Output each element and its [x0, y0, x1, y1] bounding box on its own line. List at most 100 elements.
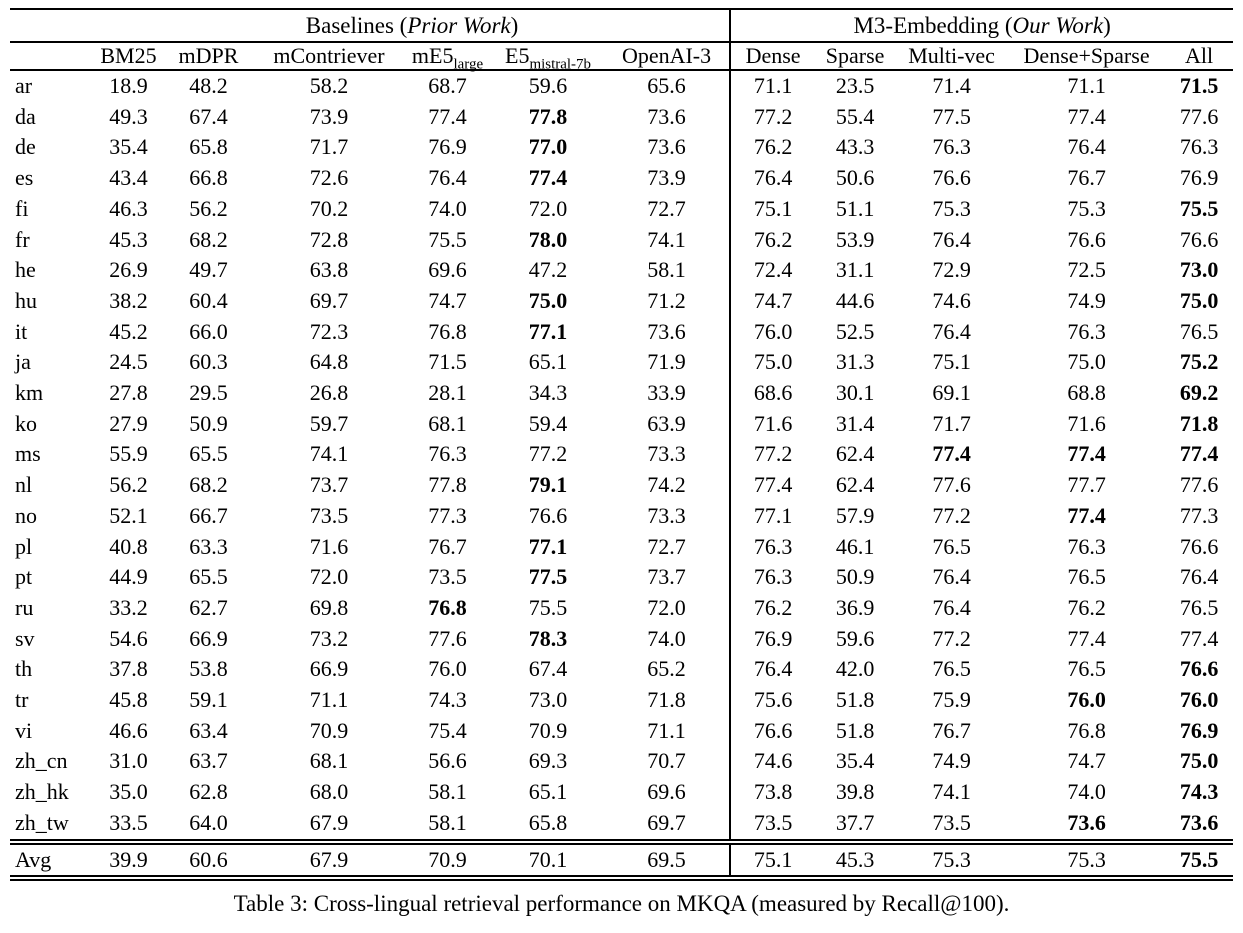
value-cell: 73.2 — [309, 625, 349, 651]
row-label: ru — [15, 594, 34, 620]
value-cell: 77.1 — [729, 500, 816, 532]
table-row: fr 45.3 68.2 72.8 75.5 78.0 74.1 76.2 53.9 76.4 76… — [10, 224, 1233, 256]
value-cell: 76.9 — [428, 134, 467, 160]
value-cell: 73.3 — [647, 441, 686, 467]
value-cell: 72.0 — [528, 195, 568, 221]
value-cell: 38.2 — [109, 287, 148, 313]
value-cell: 71.5 — [428, 349, 467, 375]
value-cell: 74.1 — [647, 226, 686, 252]
value-cell: 46.1 — [835, 533, 875, 559]
value-cell: 74.0 — [1067, 779, 1106, 805]
value-cell: 58.1 — [428, 779, 467, 805]
row-label: sv — [15, 625, 35, 651]
value-cell: 75.5 — [1165, 838, 1234, 879]
value-cell: 76.9 — [729, 623, 816, 655]
value-cell: 60.4 — [189, 287, 228, 313]
row-label: zh_cn — [15, 748, 68, 774]
value-cell: 75.0 — [1179, 748, 1219, 774]
value-cell: 43.4 — [109, 165, 148, 191]
table-row: nl 56.2 68.2 73.7 77.8 79.1 74.2 77.4 62.4 77.6 77… — [10, 470, 1233, 501]
row-label: hu — [15, 287, 37, 313]
value-cell: 68.7 — [428, 73, 467, 98]
value-cell: 43.3 — [835, 134, 875, 160]
value-cell: 63.8 — [309, 257, 349, 283]
value-cell: 69.6 — [428, 257, 467, 283]
value-cell: 18.9 — [109, 73, 148, 98]
value-cell: 76.7 — [932, 717, 971, 743]
value-cell: 77.4 — [729, 470, 816, 501]
value-cell: 76.0 — [1179, 687, 1219, 713]
table-row: he 26.9 49.7 63.8 69.6 47.2 58.1 72.4 31.1 72.9 72… — [10, 255, 1233, 286]
value-cell: 73.0 — [1179, 257, 1219, 283]
table-row: zh_cn 31.0 63.7 68.1 56.6 69.3 70.7 74.6 35.4 74.… — [10, 746, 1233, 778]
value-cell: 76.4 — [729, 654, 816, 686]
col-header-dense-plus-sparse: Dense+Sparse — [1008, 42, 1166, 71]
value-cell: 40.8 — [109, 533, 148, 559]
value-cell: 76.5 — [932, 533, 971, 559]
value-cell: 69.7 — [647, 809, 686, 835]
value-cell: 48.2 — [189, 73, 228, 98]
value-cell: 69.5 — [604, 838, 731, 879]
value-cell: 52.1 — [109, 502, 148, 528]
value-cell: 76.2 — [1067, 594, 1106, 620]
value-cell: 76.3 — [729, 531, 816, 563]
table-row: km 27.8 29.5 26.8 28.1 34.3 33.9 68.6 30.1 69.1 68… — [10, 378, 1233, 409]
value-cell: 70.7 — [647, 748, 686, 774]
value-cell: 72.5 — [1067, 257, 1106, 283]
value-cell: 74.2 — [647, 472, 686, 498]
value-cell: 76.5 — [932, 656, 971, 682]
table-caption: Table 3: Cross-lingual retrieval perform… — [233, 891, 1010, 916]
value-cell: 75.0 — [528, 287, 568, 313]
value-cell: 71.8 — [647, 687, 686, 713]
value-cell: 73.9 — [309, 103, 349, 129]
value-cell: 69.8 — [309, 594, 349, 620]
value-cell: 56.2 — [189, 195, 228, 221]
value-cell: 37.8 — [109, 656, 148, 682]
value-cell: 67.9 — [255, 838, 403, 879]
table-row: ru 33.2 62.7 69.8 76.8 75.5 72.0 76.2 36.9 76.4 76… — [10, 592, 1233, 624]
value-cell: 76.7 — [1067, 165, 1106, 191]
value-cell: 76.2 — [729, 224, 816, 256]
value-cell: 76.9 — [1179, 717, 1219, 743]
value-cell: 70.9 — [528, 717, 568, 743]
value-cell: 76.6 — [528, 502, 568, 528]
value-cell: 49.7 — [189, 257, 228, 283]
value-cell: 76.4 — [1067, 134, 1106, 160]
table-row: it 45.2 66.0 72.3 76.8 77.1 73.6 76.0 52.5 76.4 76… — [10, 316, 1233, 348]
row-label: es — [15, 165, 34, 191]
value-cell: 55.9 — [109, 441, 148, 467]
value-cell: 71.1 — [647, 717, 686, 743]
value-cell: 30.1 — [835, 380, 875, 406]
value-cell: 74.7 — [428, 287, 467, 313]
value-cell: 71.1 — [1067, 73, 1106, 98]
value-cell: 65.5 — [189, 441, 228, 467]
value-cell: 68.1 — [428, 410, 467, 436]
value-cell: 75.9 — [932, 687, 971, 713]
value-cell: 71.6 — [1067, 410, 1106, 436]
value-cell: 76.2 — [729, 592, 816, 624]
value-cell: 26.9 — [109, 257, 148, 283]
table-row: pt 44.9 65.5 72.0 73.5 77.5 73.7 76.3 50.9 76.4 76… — [10, 562, 1233, 593]
value-cell: 76.6 — [729, 715, 816, 747]
value-cell: 65.2 — [647, 656, 686, 682]
table-row: sv 54.6 66.9 73.2 77.6 78.3 74.0 76.9 59.6 77.2 77… — [10, 623, 1233, 655]
value-cell: 73.0 — [528, 687, 568, 713]
table-row: no 52.1 66.7 73.5 77.3 76.6 73.3 77.1 57.9 77.2 77… — [10, 500, 1233, 532]
table-row: es 43.4 66.8 72.6 76.4 77.4 73.9 76.4 50.6 76.6 76… — [10, 163, 1233, 194]
value-cell: 33.5 — [109, 809, 148, 835]
corner-cell-2 — [10, 42, 95, 71]
value-cell: 73.9 — [647, 165, 686, 191]
value-cell: 33.9 — [647, 380, 686, 406]
value-cell: 53.8 — [189, 656, 228, 682]
value-cell: 75.3 — [1067, 195, 1106, 221]
value-cell: 69.2 — [1179, 380, 1219, 406]
value-cell: 35.4 — [109, 134, 148, 160]
value-cell: 75.0 — [1179, 287, 1219, 313]
table-row: de 35.4 65.8 71.7 76.9 77.0 73.6 76.2 43.3 76.3 76… — [10, 132, 1233, 164]
value-cell: 74.7 — [729, 285, 816, 317]
value-cell: 73.7 — [309, 472, 349, 498]
value-cell: 77.2 — [528, 441, 568, 467]
results-table: Baselines (Prior Work) M3-Embedding (Our… — [10, 8, 1234, 882]
value-cell: 69.1 — [932, 380, 971, 406]
row-label: tr — [15, 687, 29, 713]
